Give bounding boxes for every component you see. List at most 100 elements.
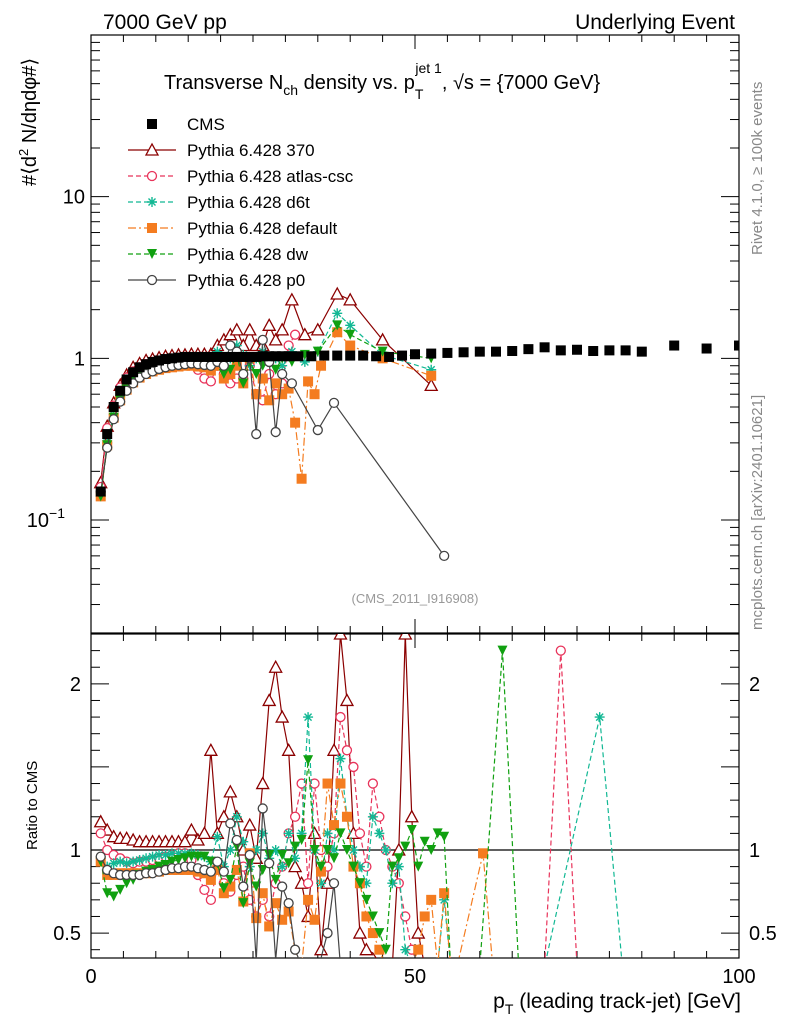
data-point [251, 428, 262, 440]
x-label-sub: T [505, 1001, 514, 1017]
data-point [160, 354, 171, 365]
ratio-point [361, 878, 372, 889]
data-point [231, 360, 242, 371]
ratio-point [478, 848, 489, 859]
legend-label: Pythia 6.428 d6t [187, 193, 310, 212]
data-point [212, 346, 223, 357]
ratio-point [141, 853, 152, 864]
data-point [332, 308, 343, 319]
data-point [231, 351, 242, 362]
ratio-point [303, 894, 314, 905]
title-part-a: Transverse N [164, 72, 283, 94]
main-y-tick-label: 1 [74, 348, 85, 370]
data-point [108, 414, 119, 425]
ratio-point [218, 883, 229, 894]
data-point [95, 486, 106, 497]
ratio-point [121, 878, 132, 889]
ratio-point [348, 761, 359, 773]
ratio-point [322, 927, 333, 939]
ratio-point [225, 881, 236, 892]
data-point [345, 350, 356, 361]
data-point [316, 360, 327, 371]
ratio-point [387, 878, 398, 889]
ratio-point [290, 853, 301, 864]
data-point [270, 378, 281, 389]
ratio-y-label: Ratio to CMS [24, 761, 41, 850]
ratio-point [367, 778, 379, 789]
data-point [277, 351, 288, 362]
ratio-point [322, 828, 333, 839]
legend-label: Pythia 6.428 atlas-csc [187, 167, 354, 186]
ratio-point [497, 645, 508, 656]
main-y-tick-label: 10−1 [27, 505, 65, 532]
ratio-point [302, 878, 314, 889]
data-point [225, 340, 236, 351]
data-point [424, 378, 439, 392]
legend-item: Pythia 6.428 atlas-csc [128, 167, 354, 186]
data-point [205, 351, 216, 362]
legend-item: Pythia 6.428 p0 [128, 271, 305, 290]
ratio-y-tick-label: 1 [70, 840, 81, 862]
data-point [332, 327, 343, 338]
y-axis-label: #⟨d2 N/dηdφ#⟩ [16, 58, 41, 186]
ratio-point [225, 845, 236, 855]
data-point [345, 329, 356, 340]
data-point [439, 550, 450, 562]
ratio-point [374, 928, 385, 939]
ratio-point [404, 809, 419, 823]
ratio-point [173, 854, 184, 865]
data-point [377, 353, 388, 364]
data-point [523, 344, 534, 355]
ratio-point [361, 911, 372, 922]
ratio-point [262, 693, 277, 707]
ratio-point [335, 711, 346, 723]
ratio-point [212, 856, 223, 867]
ratio-point [374, 944, 385, 955]
data-point [297, 327, 312, 341]
data-point [358, 350, 369, 361]
chart-title: Transverse Nch density vs. pTjet 1, √s =… [164, 60, 600, 102]
ratio-point [147, 851, 158, 862]
data-point [229, 322, 244, 336]
ratio-point [251, 845, 262, 855]
ratio-point [199, 884, 210, 896]
ratio-point [400, 944, 411, 955]
data-point [134, 362, 145, 373]
ratio-point [277, 861, 288, 872]
ratio-point [264, 911, 275, 922]
ratio-point [190, 832, 206, 846]
data-point [345, 320, 356, 331]
ratio-point [205, 874, 216, 885]
data-point [284, 292, 299, 306]
data-point [277, 360, 288, 371]
data-point [458, 347, 469, 358]
ratio-point [329, 820, 339, 831]
ratio-point [173, 848, 184, 859]
ratio-point [348, 861, 359, 872]
data-point [257, 334, 268, 346]
ratio-point [238, 881, 249, 892]
data-point [555, 345, 566, 356]
ratio-point [439, 831, 450, 842]
ratio-axes: 0 50 100 0.5 0.5 1 1 2 2 [53, 634, 777, 988]
legend-marker [147, 197, 157, 207]
ratio-point [329, 853, 339, 864]
data-point [669, 340, 680, 351]
ratio-y-tick-label: 0.5 [53, 923, 81, 945]
ratio-point [313, 942, 329, 956]
ratio-point [354, 878, 365, 889]
title-part-b: density vs. p [298, 72, 415, 94]
ratio-point [231, 834, 242, 846]
data-point [147, 356, 158, 367]
data-point [442, 347, 453, 358]
ratio-point [218, 866, 229, 877]
ratio-point [322, 845, 333, 855]
data-point [310, 322, 325, 336]
data-point [286, 378, 298, 389]
ratio-point [225, 818, 236, 829]
data-point [303, 376, 314, 387]
ratio-point [154, 849, 165, 860]
ratio-point [257, 828, 268, 839]
data-point [309, 389, 320, 400]
